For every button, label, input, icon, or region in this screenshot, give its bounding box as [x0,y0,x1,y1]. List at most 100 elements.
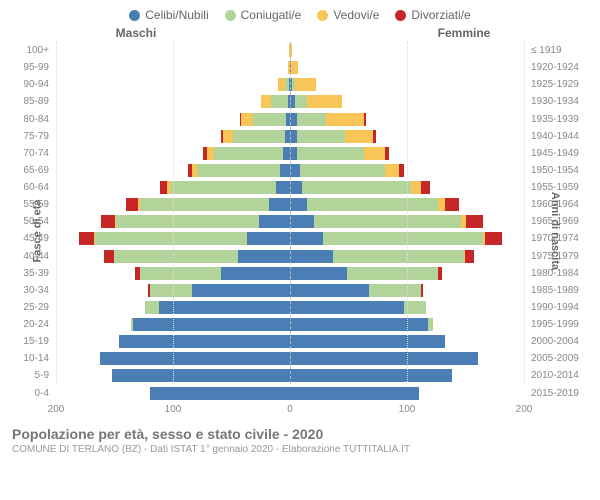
grid-line [524,42,525,384]
bar-segment [261,95,271,108]
rows-container: 100+≤ 191995-991920-192490-941925-192985… [56,42,524,402]
bar-segment [145,301,159,314]
bar-segment [291,61,298,74]
bar-segment [421,181,431,194]
bar-segment [192,284,290,297]
age-label: 80-84 [12,114,52,125]
male-bar [52,113,290,126]
bar-segment [290,335,445,348]
bar-segment [326,113,364,126]
year-label: 1990-1994 [528,302,588,313]
bar-segment [364,147,385,160]
bar-segment [300,164,386,177]
bar-segment [385,147,389,160]
male-bar [52,198,290,211]
center-line [290,42,291,384]
bar-segment [119,335,290,348]
bar-segment [233,130,285,143]
bar-segment [238,250,290,263]
male-bar [52,181,290,194]
male-bar [52,232,290,245]
bar-segment [79,232,93,245]
pyramid-row: 0-42015-2019 [56,385,524,402]
bar-segment [428,318,433,331]
age-label: 60-64 [12,182,52,193]
female-bar [290,147,528,160]
bar-segment [95,232,247,245]
bar-segment [116,215,259,228]
grid-line [173,42,174,384]
bar-segment [223,130,233,143]
bar-segment [283,147,290,160]
bar-segment [333,250,464,263]
population-pyramid-chart: Celibi/NubiliConiugati/eVedovi/eDivorzia… [0,0,600,500]
legend-item: Vedovi/e [317,8,379,22]
bar-segment [278,78,285,91]
bar-segment [290,301,404,314]
bar-segment [114,250,238,263]
bar-segment [159,301,290,314]
bar-segment [290,369,452,382]
male-bar [52,267,290,280]
male-bar [52,44,290,57]
bar-segment [290,250,333,263]
male-bar [52,284,290,297]
bar-segment [373,130,375,143]
bar-segment [221,267,290,280]
male-bar [52,130,290,143]
bar-segment [100,352,290,365]
female-bar [290,335,528,348]
x-tick-label: 100 [165,404,182,415]
bar-segment [411,181,421,194]
bar-segment [465,250,475,263]
male-bar [52,369,290,382]
age-label: 20-24 [12,319,52,330]
female-title: Femmine [300,26,588,40]
male-bar [52,164,290,177]
year-label: 1965-1969 [528,216,588,227]
bar-segment [197,164,280,177]
bar-segment [385,164,399,177]
female-bar [290,130,528,143]
bar-segment [207,147,214,160]
legend-dot [317,10,328,21]
bar-segment [171,181,276,194]
male-bar [52,95,290,108]
bar-segment [438,267,443,280]
bar-segment [247,232,290,245]
bar-segment [290,147,297,160]
year-label: 2010-2014 [528,370,588,381]
year-label: 1950-1954 [528,165,588,176]
age-label: 65-69 [12,165,52,176]
female-bar [290,215,528,228]
year-label: 1985-1989 [528,285,588,296]
age-label: 85-89 [12,96,52,107]
year-label: 2000-2004 [528,336,588,347]
male-title: Maschi [12,26,300,40]
female-bar [290,44,528,57]
bar-segment [276,181,290,194]
year-label: 1930-1934 [528,96,588,107]
legend-label: Celibi/Nubili [145,8,208,22]
legend: Celibi/NubiliConiugati/eVedovi/eDivorzia… [12,8,588,22]
grid-line [407,42,408,384]
bar-segment [271,95,288,108]
female-bar [290,369,528,382]
bar-segment [364,113,366,126]
age-label: 5-9 [12,370,52,381]
bar-segment [466,215,483,228]
legend-label: Vedovi/e [333,8,379,22]
female-bar [290,387,528,400]
age-label: 50-54 [12,216,52,227]
year-label: 1960-1964 [528,199,588,210]
female-bar [290,232,528,245]
x-ticks: 2001000100200 [56,404,524,420]
x-tick-label: 200 [516,404,533,415]
legend-dot [225,10,236,21]
age-label: 95-99 [12,62,52,73]
bar-segment [290,215,314,228]
bar-segment [438,198,445,211]
legend-dot [129,10,140,21]
bar-segment [140,267,221,280]
female-bar [290,164,528,177]
